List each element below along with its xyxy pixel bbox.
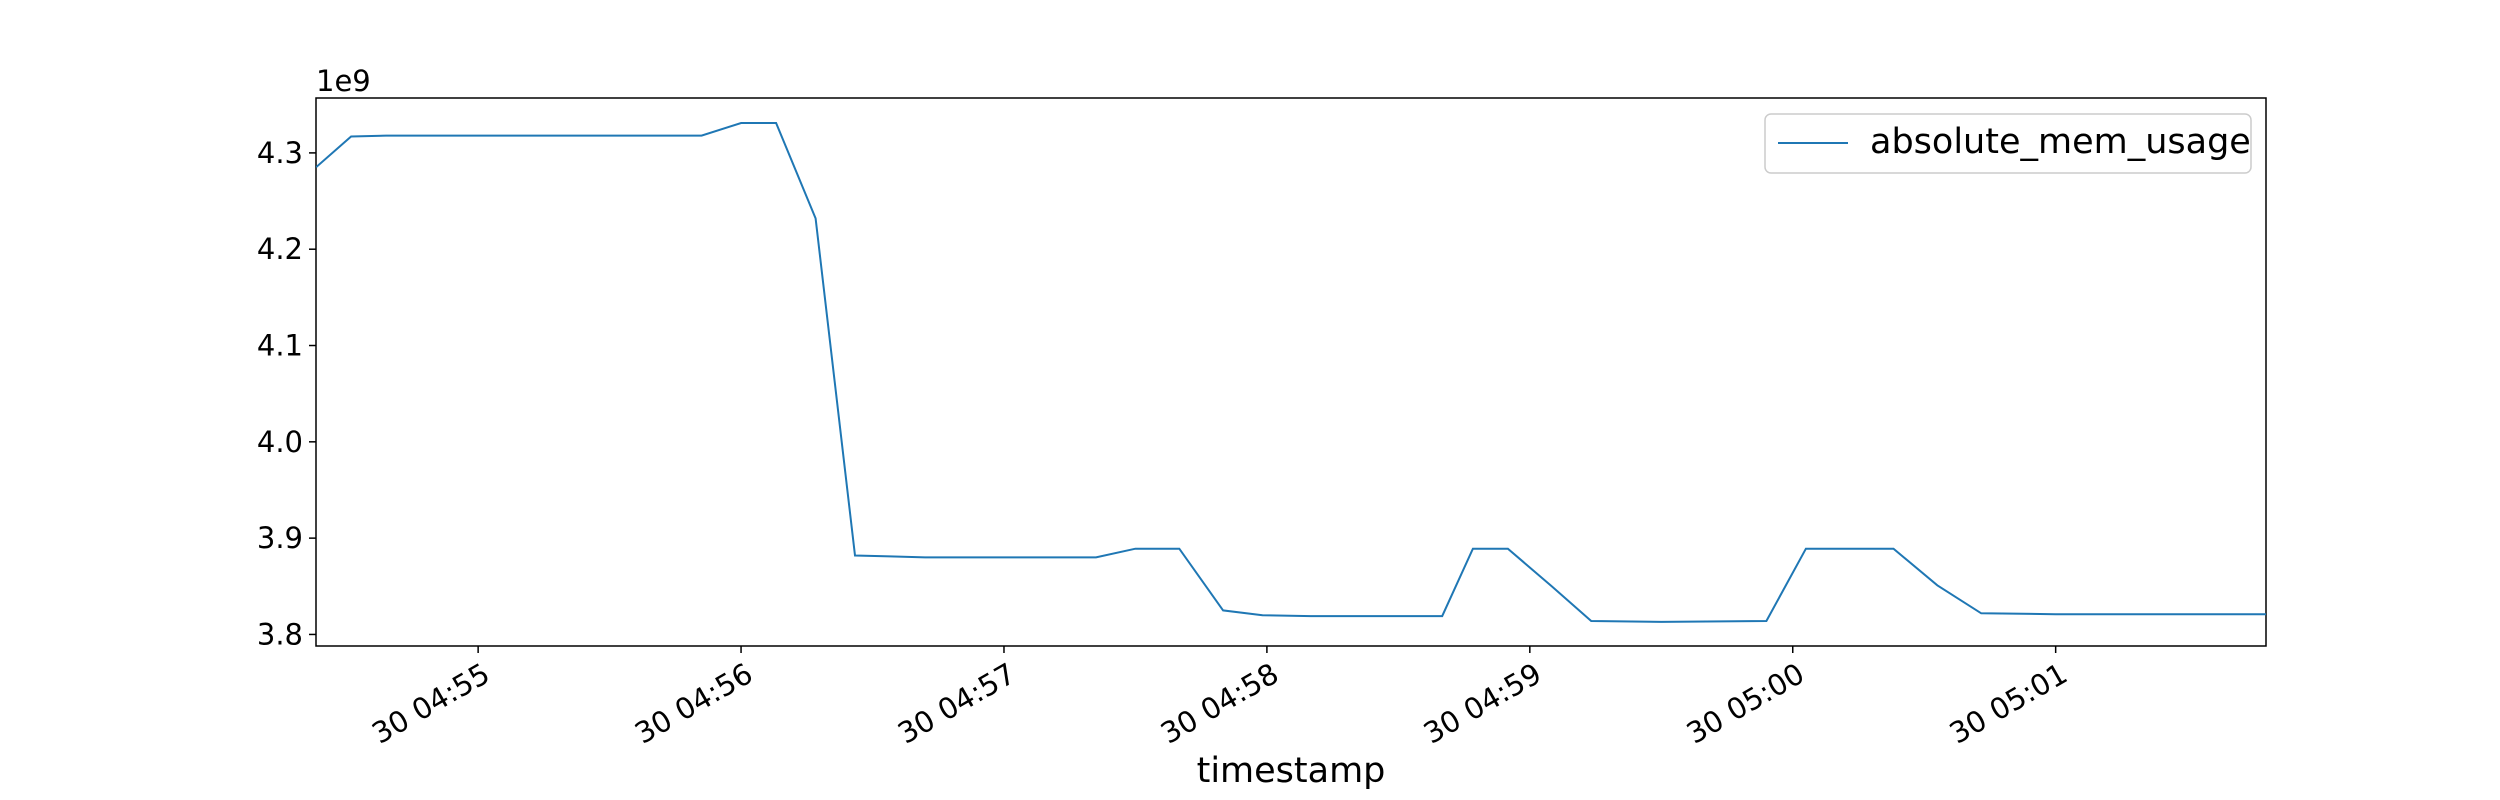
x-axis: 30 04:55 30 04:56 30 04:57 30 04:58 30 04:59… [366,646,2073,751]
x-tick-label: 30 04:59 [1418,656,1547,750]
series-line-absolute-mem-usage [316,122,2266,623]
y-tick-label: 4.2 [257,232,303,266]
series-area [316,122,2266,623]
y-axis-offset-label: 1e9 [316,64,371,98]
x-axis-title: timestamp [1197,751,1386,791]
x-tick-label: 30 04:55 [366,656,495,750]
legend-frame [1764,113,2252,174]
x-tick-label: 30 04:57 [892,656,1021,750]
x-tick-label: 30 05:01 [1944,656,2073,750]
y-tick-label: 4.0 [257,425,303,459]
y-tick-label: 3.8 [257,617,303,651]
y-axis: 3.8 3.9 4.0 4.1 4.2 4.3 [257,136,316,651]
legend: absolute_mem_usage [1764,113,2252,174]
y-tick-label: 4.1 [257,329,303,363]
x-tick-label: 30 04:58 [1155,656,1284,750]
y-tick-label: 4.3 [257,136,303,170]
y-tick-label: 3.9 [257,521,303,555]
x-tick-label: 30 04:56 [629,656,758,750]
legend-label: absolute_mem_usage [1870,122,2251,162]
x-tick-label: 30 05:00 [1681,656,1810,750]
plot-frame [315,97,2267,647]
